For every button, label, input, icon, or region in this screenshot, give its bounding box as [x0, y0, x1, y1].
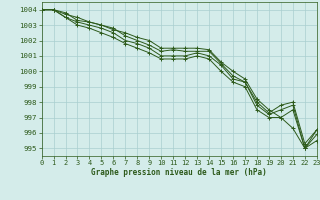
X-axis label: Graphe pression niveau de la mer (hPa): Graphe pression niveau de la mer (hPa) [91, 168, 267, 177]
